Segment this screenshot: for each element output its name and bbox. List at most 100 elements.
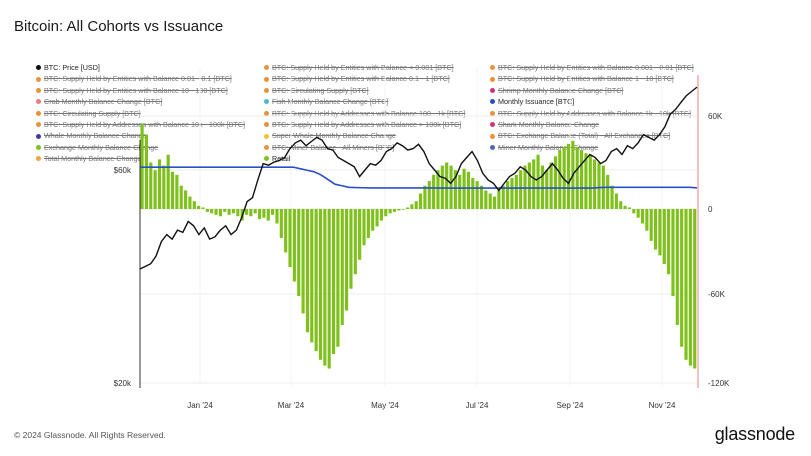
legend-item[interactable]: BTC: Supply Held by Entities with Balanc… (490, 62, 716, 73)
retail-bar (384, 209, 388, 217)
legend-item[interactable]: Fish Monthly Balance Change [BTC] (264, 96, 490, 107)
retail-bar (593, 159, 597, 209)
retail-bar (545, 170, 549, 209)
legend-item[interactable]: BTC: Circulating Supply [BTC] (36, 108, 264, 119)
retail-bar (336, 209, 340, 347)
retail-bar (653, 209, 658, 250)
retail-bar (231, 209, 236, 214)
retail-bar (497, 190, 501, 209)
legend-item[interactable]: Monthly Issuance [BTC] (490, 96, 716, 107)
legend-swatch-icon (490, 133, 495, 139)
retail-bar (562, 147, 566, 209)
legend-swatch-icon (490, 88, 495, 94)
retail-bar (179, 185, 183, 209)
retail-bar (506, 181, 510, 209)
legend-item[interactable]: BTC: Supply Held by Entities with Balanc… (490, 73, 716, 84)
x-tick-label: Sep '24 (557, 401, 584, 410)
retail-bar (175, 174, 179, 209)
legend-item[interactable]: Miner Monthly Balance Change (490, 142, 716, 153)
legend-label: Whale Monthly Balance Change (44, 131, 147, 141)
legend-item[interactable]: BTC: Supply Held by Entities with Balanc… (264, 62, 490, 73)
retail-bar (419, 193, 423, 209)
legend-item[interactable]: BTC: Supply Held by Addresses with Balan… (264, 119, 490, 130)
retail-bar (584, 153, 588, 209)
retail-bar (275, 209, 279, 224)
legend-label: Miner Monthly Balance Change (498, 142, 599, 152)
legend-item[interactable]: BTC: Supply Held by Addresses with Balan… (490, 108, 716, 119)
legend-swatch-icon (264, 122, 269, 128)
retail-bar (288, 209, 292, 267)
retail-bar (667, 209, 671, 275)
retail-bar (271, 209, 275, 215)
retail-bar (371, 209, 375, 231)
retail-bar (458, 174, 462, 209)
retail-bar (166, 154, 170, 209)
legend-label: BTC: Circulating Supply [BTC] (44, 108, 141, 118)
retail-bar (519, 170, 523, 209)
retail-bar (566, 143, 571, 209)
legend-item[interactable]: BTC: Price [USD] (36, 62, 264, 73)
legend-item[interactable]: BTC: Supply Held by Entities with Balanc… (36, 73, 264, 84)
legend-item[interactable]: Super Whale Monthly Balance Change (264, 130, 490, 141)
retail-bar (684, 209, 688, 360)
legend-item[interactable]: BTC: Supply Held by Entities with Balanc… (36, 85, 264, 96)
retail-bar (188, 196, 192, 209)
retail-bar (466, 171, 471, 209)
retail-bar (675, 209, 679, 325)
retail-bar (414, 201, 418, 209)
retail-bar (244, 209, 249, 215)
legend-item[interactable]: Crab Monthly Balance Change [BTC] (36, 96, 264, 107)
legend-item[interactable]: BTC: Circulating Supply [BTC] (264, 85, 490, 96)
legend-item[interactable]: BTC: Supply Held by Entities with Balanc… (264, 73, 490, 84)
legend-label: BTC: Supply Held by Addresses with Balan… (272, 108, 466, 118)
legend-item[interactable]: Exchange Monthly Balance Change (36, 142, 264, 153)
legend-item[interactable]: BTC: Supply Held by Addresses with Balan… (36, 119, 264, 130)
retail-bar (314, 209, 318, 352)
retail-bar (488, 193, 492, 209)
legend-label: Monthly Issuance [BTC] (498, 97, 575, 107)
legend-item[interactable]: Shark Monthly Balance Change (490, 119, 716, 130)
legend-label: BTC: Supply Held by Entities with Balanc… (272, 63, 454, 72)
retail-bar (318, 209, 323, 360)
x-tick-label: Nov '24 (649, 401, 676, 410)
legend-item[interactable]: Shrimp Monthly Balance Change [BTC] (490, 85, 716, 96)
retail-bar (658, 209, 662, 256)
legend-item[interactable]: Total Monthly Balance Change (36, 153, 264, 164)
retail-bar (436, 170, 440, 209)
legend-item[interactable]: Whale Monthly Balance Change (36, 130, 264, 141)
legend-swatch-icon (490, 65, 495, 71)
legend-item[interactable]: BTC: Miner Balance - All Miners [BTC] (264, 142, 490, 153)
retail-bar (192, 201, 196, 209)
legend-item[interactable]: BTC: Exchange Balance (Total) - All Exch… (490, 130, 716, 141)
retail-bar (144, 134, 148, 209)
retail-bar (327, 209, 331, 369)
legend-item[interactable]: BTC: Supply Held by Addresses with Balan… (264, 108, 490, 119)
retail-bar (331, 209, 336, 354)
retail-bar (619, 201, 623, 209)
retail-bar (549, 162, 553, 209)
retail-bar (218, 209, 222, 217)
retail-bar (610, 185, 614, 209)
retail-bar (671, 209, 675, 296)
legend-swatch-icon (264, 99, 269, 105)
retail-bar (453, 170, 457, 209)
retail-bar (558, 150, 562, 209)
retail-bar (297, 209, 301, 296)
retail-bar (410, 204, 414, 209)
left-tick-label: $20k (114, 379, 132, 388)
retail-bar (501, 185, 505, 209)
retail-bar (301, 209, 305, 314)
legend-label: Fish Monthly Balance Change [BTC] (272, 97, 389, 107)
retail-bar (214, 209, 218, 215)
legend-swatch-icon (36, 122, 41, 128)
retail-bar (527, 162, 531, 209)
right-tick-label: -120K (708, 379, 730, 388)
legend-label: BTC: Price [USD] (44, 63, 100, 72)
retail-bar (340, 209, 344, 325)
retail-bar (536, 154, 540, 209)
retail-bar (645, 209, 649, 231)
retail-bar (432, 174, 436, 209)
retail-bar (614, 193, 618, 209)
retail-bar (184, 190, 188, 209)
right-tick-label: -60K (708, 290, 726, 299)
